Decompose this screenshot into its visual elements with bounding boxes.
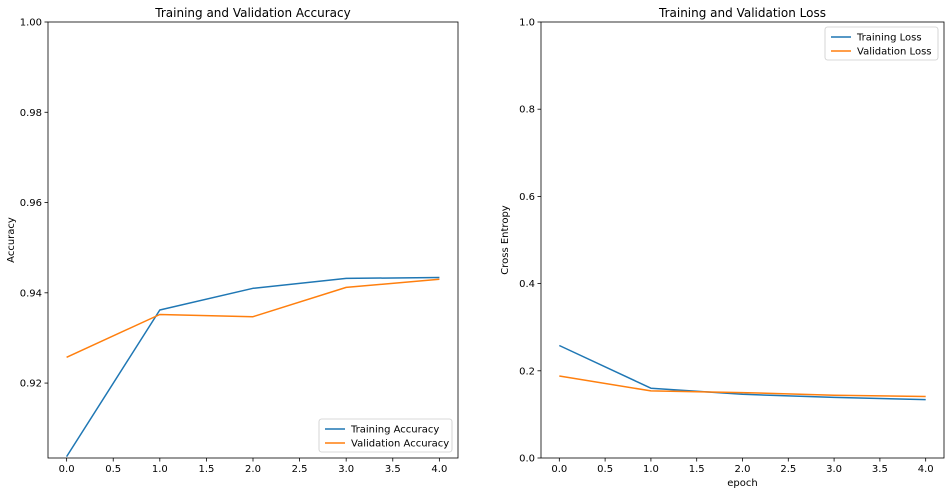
accuracy-x-tick-label: 0.0 [59,464,75,475]
loss-x-tick-label: 0.5 [597,464,613,475]
accuracy-x-tick-label: 3.5 [385,464,401,475]
accuracy-y-tick-label: 0.94 [20,288,42,299]
loss-y-tick-label: 0.0 [519,454,535,465]
loss-y-tick-label: 0.6 [519,192,535,203]
accuracy-x-tick-label: 2.0 [245,464,261,475]
accuracy-y-tick-label: 0.96 [20,198,42,209]
loss-series-line-validation [559,375,926,398]
accuracy-y-tick-label: 0.92 [20,379,42,390]
accuracy-chart: Training and Validation Accuracy 0.0 0.5 1.… [6,6,459,475]
loss-y-tick-label: 1.0 [519,18,535,29]
loss-chart-title: Training and Validation Loss [658,6,826,20]
accuracy-legend-label: Validation Accuracy [351,439,449,450]
loss-x-tick-label: 1.5 [689,464,705,475]
accuracy-y-tick-label: 1.00 [20,18,42,29]
loss-chart: Training and Validation Loss 0.0 0.5 1.0 1.5… [500,6,945,489]
loss-x-tick-label: 3.0 [826,464,842,475]
loss-x-tick-label: 0.0 [551,464,567,475]
accuracy-legend-box [318,418,453,453]
accuracy-y-tick-label: 0.98 [20,108,42,119]
loss-y-tick-label: 0.2 [519,366,535,377]
loss-x-tick-label: 3.5 [872,464,888,475]
loss-legend: Training Loss Validation Loss [824,26,939,61]
loss-x-axis-label: epoch [727,478,757,489]
loss-legend-box [824,26,939,61]
loss-y-tick-label: 0.4 [519,279,535,290]
accuracy-y-axis-label: Accuracy [6,217,17,263]
accuracy-series-line-training [65,276,440,458]
loss-x-tick-label: 2.5 [780,464,796,475]
loss-series-line-training [558,344,926,401]
accuracy-x-tick-label: 1.5 [198,464,214,475]
accuracy-axes-frame [47,21,459,459]
accuracy-chart-title: Training and Validation Accuracy [154,6,350,20]
accuracy-x-tick-label: 4.0 [431,464,447,475]
loss-x-tick-label: 4.0 [918,464,934,475]
accuracy-x-tick-label: 1.0 [152,464,168,475]
loss-y-tick-label: 0.8 [519,105,535,116]
accuracy-series-line-validation [66,278,440,358]
accuracy-legend: Training Accuracy Validation Accuracy [318,418,453,453]
loss-y-axis-label: Cross Entropy [500,205,511,275]
accuracy-x-tick-label: 3.0 [338,464,354,475]
loss-x-tick-label: 1.0 [643,464,659,475]
accuracy-x-tick-label: 0.5 [105,464,121,475]
loss-x-tick-label: 2.0 [735,464,751,475]
accuracy-x-tick-label: 2.5 [292,464,308,475]
loss-legend-label: Training Loss [856,33,922,44]
loss-legend-label: Validation Loss [857,47,932,58]
accuracy-legend-label: Training Accuracy [350,425,439,436]
